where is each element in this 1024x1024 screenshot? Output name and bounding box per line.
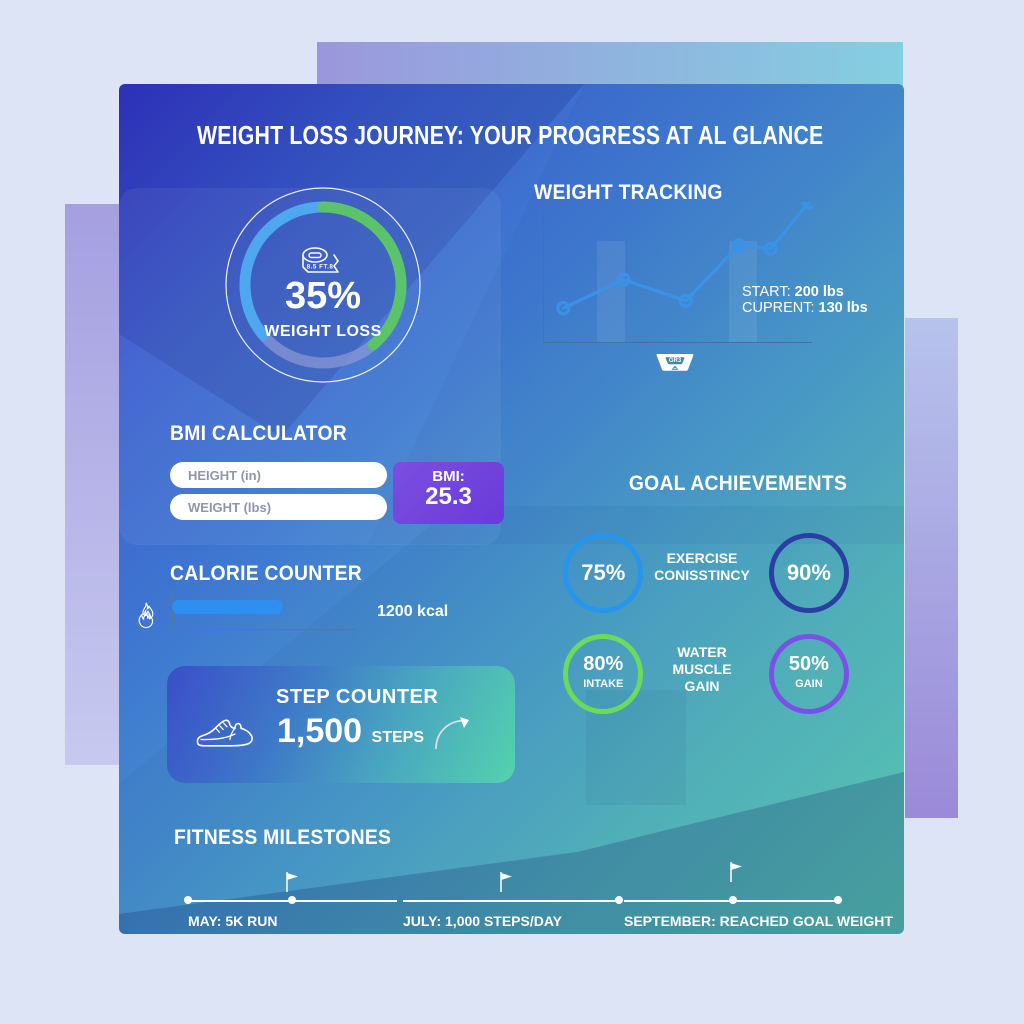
svg-text:8.5 FT.8: 8.5 FT.8: [307, 264, 334, 271]
svg-text:GR3: GR3: [669, 358, 682, 364]
